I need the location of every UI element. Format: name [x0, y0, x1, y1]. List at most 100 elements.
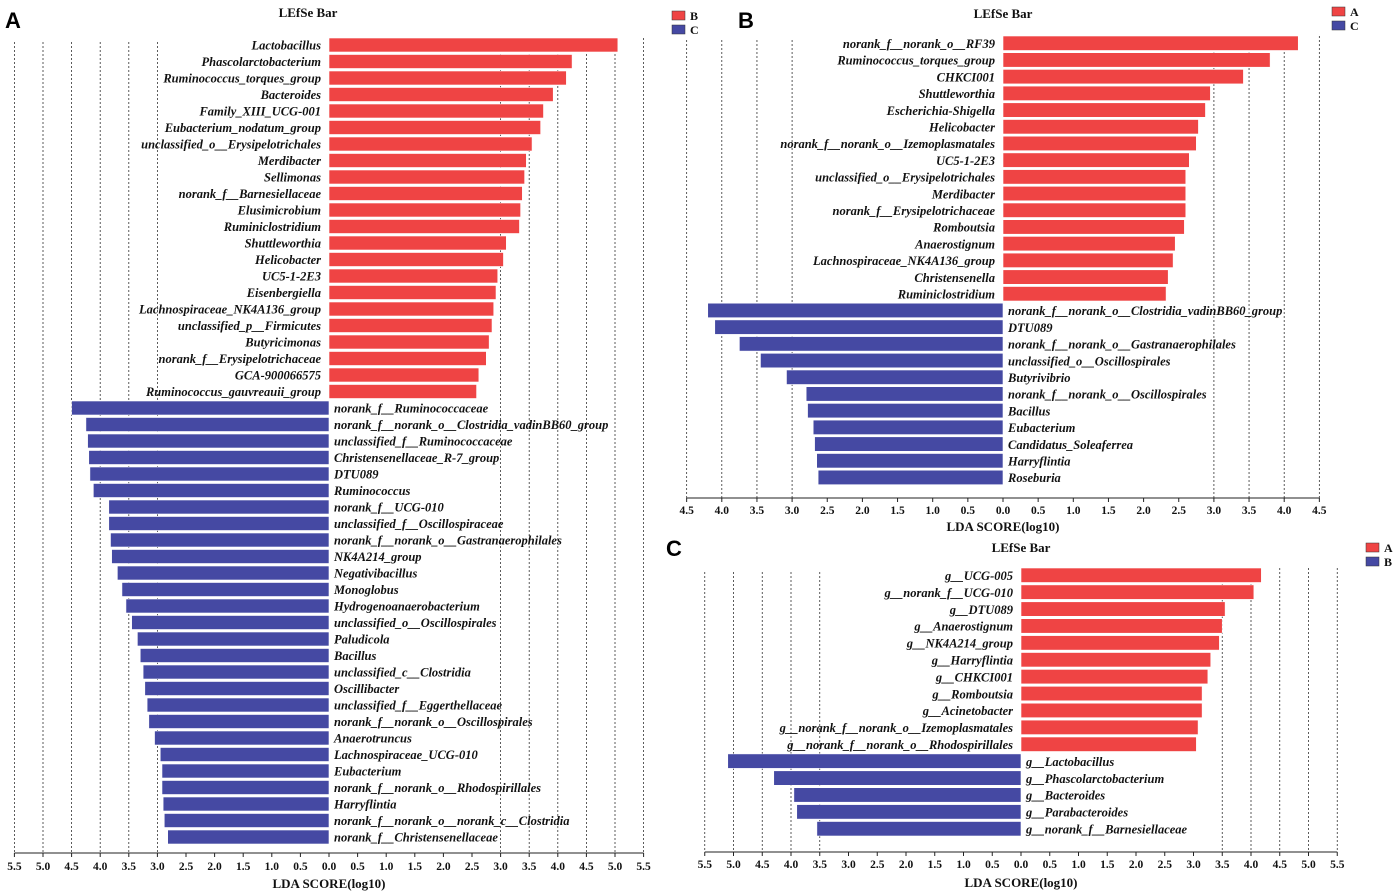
category-label: Ruminococcus_torques_group: [836, 54, 995, 68]
x-tick-label: 4.0: [93, 861, 108, 873]
bar: [1020, 702, 1203, 719]
bar: [108, 499, 330, 515]
category-label: g__norank_f__UCG-010: [884, 586, 1014, 600]
bar: [161, 763, 330, 779]
x-tick-label: 0.5: [985, 859, 1000, 871]
category-label: norank_f__norank_o__Gastranaerophilales: [334, 534, 562, 548]
category-label: g__NK4A214_group: [906, 637, 1013, 651]
category-label: Roseburia: [1007, 471, 1061, 485]
x-tick-label: 4.0: [1244, 859, 1259, 871]
category-label: Romboutsia: [932, 221, 995, 235]
bar: [739, 336, 1004, 352]
bar: [148, 714, 330, 729]
category-label: Ruminococcus_gauvreauii_group: [145, 385, 321, 399]
bar: [162, 796, 330, 812]
x-tick-label: 0.5: [350, 861, 365, 873]
bar: [814, 436, 1004, 452]
category-label: Lachnospiraceae_UCG-010: [333, 748, 478, 762]
bar: [163, 813, 330, 828]
legend-label: B: [690, 9, 698, 23]
category-label: UC5-1-2E3: [262, 270, 321, 284]
bar: [773, 770, 1022, 786]
bar: [328, 169, 525, 185]
category-label: unclassified_o__Oscillospirales: [1008, 354, 1171, 368]
category-label: norank_f__norank_o__Rhodospirillales: [334, 781, 541, 795]
x-tick-label: 4.5: [1273, 859, 1288, 871]
category-label: unclassified_o__Erysipelotrichales: [141, 138, 321, 152]
category-label: Elusimicrobium: [237, 204, 322, 218]
bar: [1020, 618, 1223, 634]
x-tick-label: 2.5: [1158, 859, 1173, 871]
category-label: g__Bacteroides: [1025, 789, 1105, 803]
bar: [328, 87, 554, 102]
bar: [131, 615, 330, 630]
category-label: Ruminiclostridium: [223, 220, 322, 234]
category-label: norank_f__Erysipelotrichaceae: [159, 352, 322, 366]
category-label: g__CHKCI001: [935, 670, 1013, 684]
x-tick-label: 5.0: [36, 861, 51, 873]
category-label: Hydrogenoanaerobacterium: [333, 600, 480, 614]
bar: [125, 598, 330, 614]
category-label: norank_f__norank_o__Clostridia_vadinBB60…: [1008, 304, 1282, 318]
x-tick-label: 0.5: [1043, 859, 1058, 871]
x-tick-label: 0.5: [961, 505, 976, 517]
bar: [1002, 269, 1169, 285]
category-label: norank_f__Erysipelotrichaceae: [833, 204, 996, 218]
x-tick-label: 1.5: [1100, 859, 1115, 871]
category-label: DTU089: [333, 468, 379, 482]
category-label: norank_f__norank_o__Clostridia_vadinBB60…: [334, 418, 608, 432]
bar: [1020, 685, 1203, 702]
category-label: Escherichia-Shigella: [886, 104, 995, 118]
panel-label: C: [666, 536, 682, 561]
bar: [121, 582, 330, 597]
panel-c: C LEfSe Bar ABg__UCG-005 g__norank_f__UCG-0…: [666, 536, 1393, 890]
bar: [796, 804, 1022, 820]
bar: [1020, 736, 1197, 752]
x-tick-label: 4.0: [1277, 505, 1292, 517]
x-tick-label: 4.0: [784, 859, 799, 871]
bar: [93, 483, 330, 498]
category-label: unclassified_f__Eggerthellaceae: [334, 699, 502, 713]
chart-title: LEfSe Bar: [992, 540, 1051, 555]
category-label: Anaerotruncus: [333, 732, 412, 746]
bar: [1020, 719, 1199, 735]
x-tick-label: 3.5: [813, 859, 828, 871]
bar: [1002, 169, 1187, 185]
category-label: Butyricimonas: [244, 336, 321, 350]
legend-swatch: [1331, 20, 1346, 31]
x-tick-label: 1.5: [1101, 505, 1116, 517]
bar: [328, 285, 497, 300]
bar: [154, 730, 330, 746]
category-label: Christensenellaceae_R-7_group: [334, 451, 499, 465]
x-tick-label: 1.0: [1071, 859, 1086, 871]
bar: [144, 681, 330, 696]
bar: [1020, 652, 1212, 668]
category-label: Eubacterium: [333, 765, 402, 779]
bar: [1002, 202, 1187, 218]
category-label: DTU089: [1007, 321, 1053, 335]
legend-label: A: [1384, 541, 1393, 555]
bar: [328, 153, 527, 168]
legend-label: B: [1384, 555, 1392, 569]
x-tick-label: 1.0: [926, 505, 941, 517]
category-label: Phascolarctobacterium: [202, 55, 322, 69]
bar: [1002, 186, 1187, 202]
category-label: unclassified_o__Erysipelotrichales: [815, 171, 995, 185]
category-label: UC5-1-2E3: [936, 154, 995, 168]
bar: [328, 351, 487, 366]
bar: [1002, 35, 1299, 51]
x-tick-label: 5.5: [1330, 859, 1345, 871]
bar: [1002, 52, 1271, 68]
category-label: Ruminococcus_torques_group: [162, 72, 321, 86]
category-label: unclassified_f__Oscillospiraceae: [334, 517, 504, 531]
panel-b: B LEfSe Bar ACnorank_f__norank_o__RF39Rumi…: [679, 5, 1359, 534]
x-tick-label: 3.0: [1186, 859, 1201, 871]
category-label: Lactobacillus: [251, 39, 322, 53]
x-tick-label: 1.5: [928, 859, 943, 871]
category-label: Family_XIII_UCG-001: [198, 105, 321, 119]
category-label: norank_f__norank_o__Izemoplasmatales: [780, 137, 995, 151]
x-tick-label: 0.0: [1014, 859, 1029, 871]
legend-swatch: [671, 10, 686, 21]
category-label: norank_f__norank_o__RF39: [843, 37, 996, 51]
chart-title: LEfSe Bar: [974, 6, 1033, 21]
